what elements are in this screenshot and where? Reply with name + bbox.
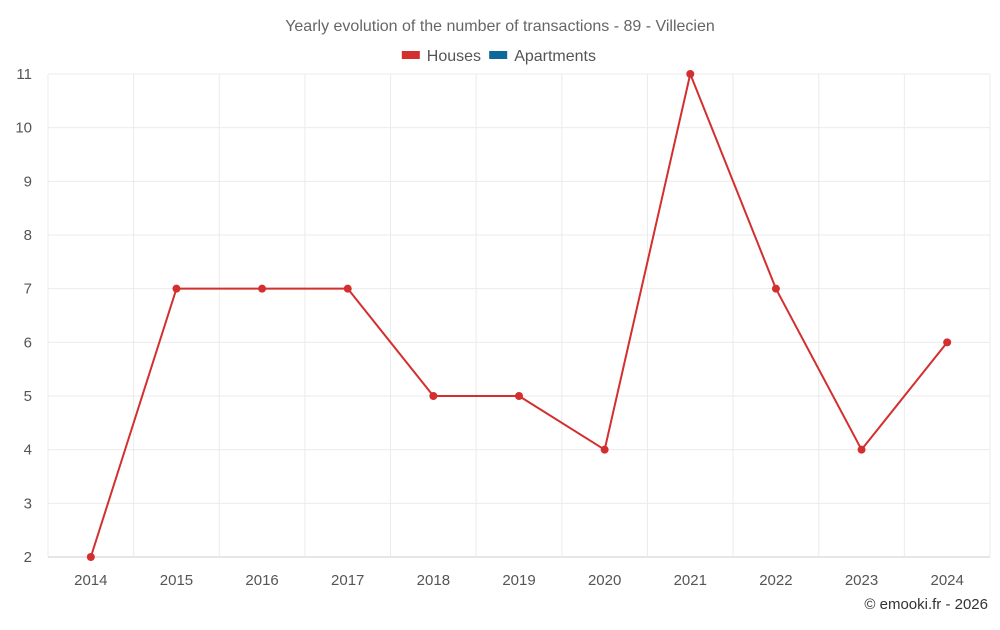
legend-item-apartments[interactable]: Apartments <box>489 48 596 65</box>
x-tick-label: 2020 <box>588 572 621 589</box>
y-tick-label: 6 <box>24 334 32 351</box>
credit-text: © emooki.fr - 2026 <box>864 596 988 613</box>
data-point[interactable] <box>258 284 267 293</box>
x-tick-label: 2022 <box>759 572 792 589</box>
legend-label: Apartments <box>514 48 596 65</box>
data-point[interactable] <box>857 445 866 454</box>
data-point[interactable] <box>600 445 609 454</box>
data-point[interactable] <box>86 553 95 561</box>
y-tick-label: 9 <box>24 173 32 190</box>
data-point[interactable] <box>771 284 780 293</box>
legend-swatch <box>401 51 420 59</box>
data-point[interactable] <box>172 284 181 293</box>
series-layer <box>86 70 952 561</box>
legend-label: Houses <box>427 48 481 65</box>
data-point[interactable] <box>686 70 695 78</box>
grid <box>47 73 991 558</box>
x-axis: 2014 2015 2016 2017 2018 2019 2020 2021 2022 2023… <box>74 572 964 589</box>
x-tick-label: 2021 <box>674 572 707 589</box>
x-tick-label: 2014 <box>74 572 107 589</box>
y-tick-label: 3 <box>24 495 32 512</box>
data-point[interactable] <box>429 392 438 400</box>
x-tick-label: 2018 <box>417 572 450 589</box>
x-tick-label: 2015 <box>160 572 193 589</box>
x-tick-label: 2016 <box>245 572 278 589</box>
legend: Houses Apartments <box>401 48 596 65</box>
x-tick-label: 2019 <box>502 572 535 589</box>
y-tick-label: 2 <box>24 549 32 566</box>
y-axis: 2 3 4 5 6 7 8 9 10 11 <box>15 66 32 566</box>
x-tick-label: 2024 <box>930 572 963 589</box>
data-point[interactable] <box>343 284 352 293</box>
y-tick-label: 10 <box>15 120 32 137</box>
chart-title: Yearly evolution of the number of transa… <box>285 18 715 35</box>
data-point[interactable] <box>943 338 952 347</box>
legend-swatch <box>489 51 508 59</box>
x-tick-label: 2023 <box>845 572 878 589</box>
x-tick-label: 2017 <box>331 572 364 589</box>
legend-item-houses[interactable]: Houses <box>401 48 481 65</box>
y-tick-label: 4 <box>24 442 32 459</box>
y-tick-label: 7 <box>24 281 32 298</box>
y-tick-label: 11 <box>16 66 32 83</box>
y-tick-label: 8 <box>24 227 32 244</box>
y-tick-label: 5 <box>24 388 32 405</box>
data-point[interactable] <box>515 392 523 400</box>
